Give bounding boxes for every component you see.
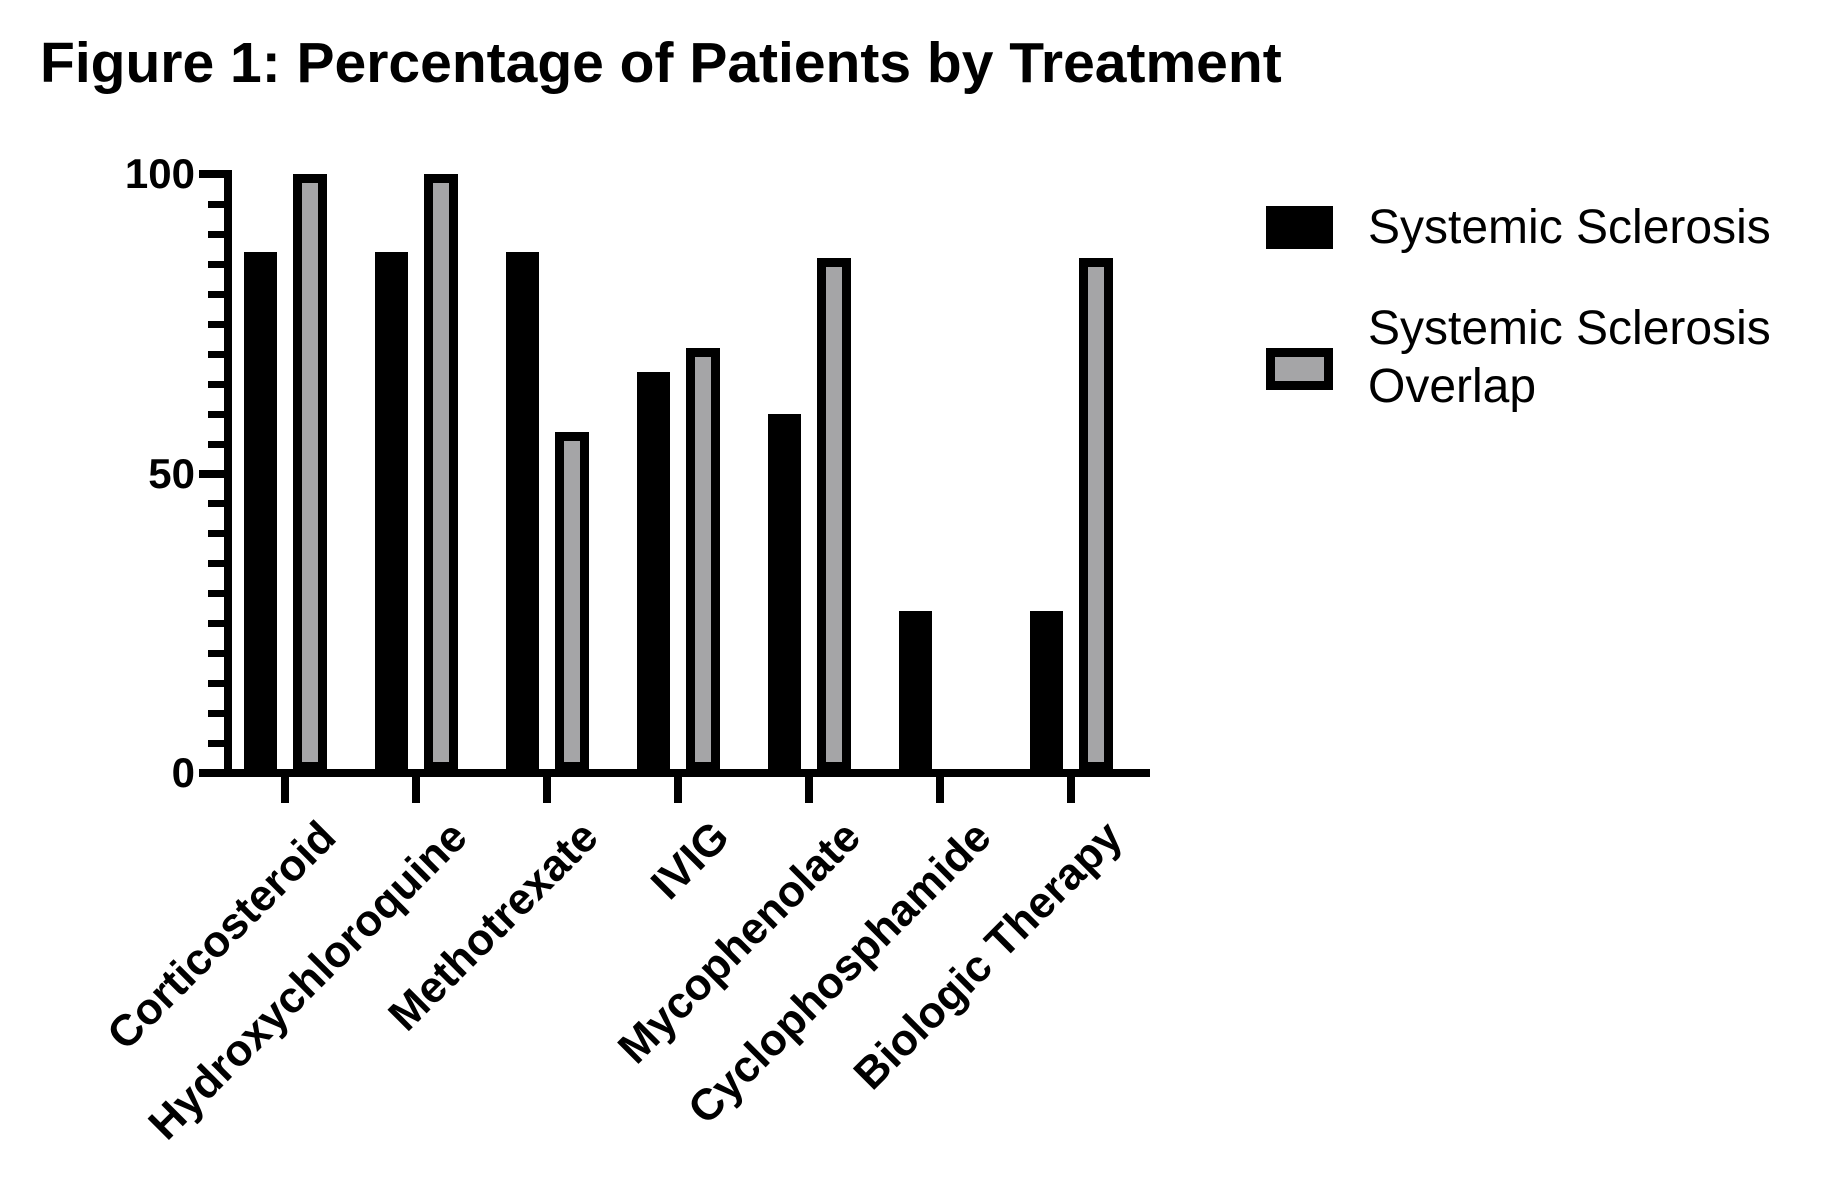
y-axis-minor-tick-40 (208, 530, 224, 537)
bar-systemic-sclerosis-mycophenolate (768, 414, 801, 771)
x-axis-line (224, 769, 1150, 777)
bar-systemic-sclerosis-biologic-therapy (1030, 611, 1063, 771)
bar-systemic-sclerosis-methotrexate (506, 252, 539, 771)
y-axis-minor-tick-35 (208, 560, 224, 567)
y-axis-label-50: 50 (148, 450, 195, 497)
x-axis-tick-hydroxychloroquine (412, 777, 420, 803)
y-axis-minor-tick-10 (208, 710, 224, 717)
y-axis-minor-tick-25 (208, 620, 224, 627)
x-axis-tick-cyclophosphamide (936, 777, 944, 803)
bar-systemic-sclerosis-overlap-corticosteroid (293, 174, 327, 771)
y-axis-minor-tick-75 (208, 321, 224, 328)
legend-label-systemic-sclerosis: Systemic Sclerosis (1368, 201, 1771, 254)
bar-systemic-sclerosis-overlap-mycophenolate (817, 258, 851, 771)
bar-systemic-sclerosis-corticosteroid (244, 252, 277, 771)
y-axis-minor-tick-55 (208, 441, 224, 448)
x-axis-tick-mycophenolate (805, 777, 813, 803)
x-axis-label-mycophenolate: Mycophenolate (608, 812, 870, 1074)
y-axis-major-tick-100 (199, 170, 224, 178)
y-axis-major-tick-50 (199, 470, 224, 478)
y-axis-minor-tick-30 (208, 590, 224, 597)
bar-systemic-sclerosis-overlap-ivig (686, 348, 720, 771)
bar-systemic-sclerosis-ivig (637, 372, 670, 771)
x-axis-tick-corticosteroid (281, 777, 289, 803)
y-axis-label-100: 100 (124, 150, 195, 197)
y-axis-minor-tick-70 (208, 351, 224, 358)
y-axis-line (224, 170, 232, 777)
y-axis-minor-tick-45 (208, 500, 224, 507)
legend-swatch-systemic-sclerosis-overlap (1266, 348, 1333, 390)
y-axis-minor-tick-80 (208, 291, 224, 298)
y-axis-minor-tick-15 (208, 680, 224, 687)
x-axis-label-corticosteroid: Corticosteroid (98, 812, 346, 1060)
bar-systemic-sclerosis-overlap-methotrexate (555, 432, 589, 771)
y-axis-major-tick-0 (199, 769, 224, 777)
y-axis-minor-tick-90 (208, 231, 224, 238)
y-axis-minor-tick-85 (208, 261, 224, 268)
legend-label-systemic-sclerosis-overlap: Systemic Sclerosis Overlap (1368, 302, 1771, 413)
bar-systemic-sclerosis-hydroxychloroquine (375, 252, 408, 771)
y-axis-minor-tick-95 (208, 201, 224, 208)
legend-swatch-systemic-sclerosis (1266, 206, 1333, 249)
bar-systemic-sclerosis-overlap-biologic-therapy (1079, 258, 1113, 771)
x-axis-tick-ivig (674, 777, 682, 803)
y-axis-minor-tick-60 (208, 411, 224, 418)
bar-systemic-sclerosis-overlap-hydroxychloroquine (424, 174, 458, 771)
bar-systemic-sclerosis-cyclophosphamide (899, 611, 932, 771)
x-axis-label-ivig: IVIG (641, 812, 739, 909)
y-axis-minor-tick-65 (208, 381, 224, 388)
x-axis-tick-methotrexate (543, 777, 551, 803)
y-axis-minor-tick-5 (208, 740, 224, 747)
y-axis-label-0: 0 (171, 749, 195, 796)
figure-title: Figure 1: Percentage of Patients by Trea… (40, 31, 1282, 95)
x-axis-tick-biologic-therapy (1067, 777, 1075, 803)
y-axis-minor-tick-20 (208, 650, 224, 657)
